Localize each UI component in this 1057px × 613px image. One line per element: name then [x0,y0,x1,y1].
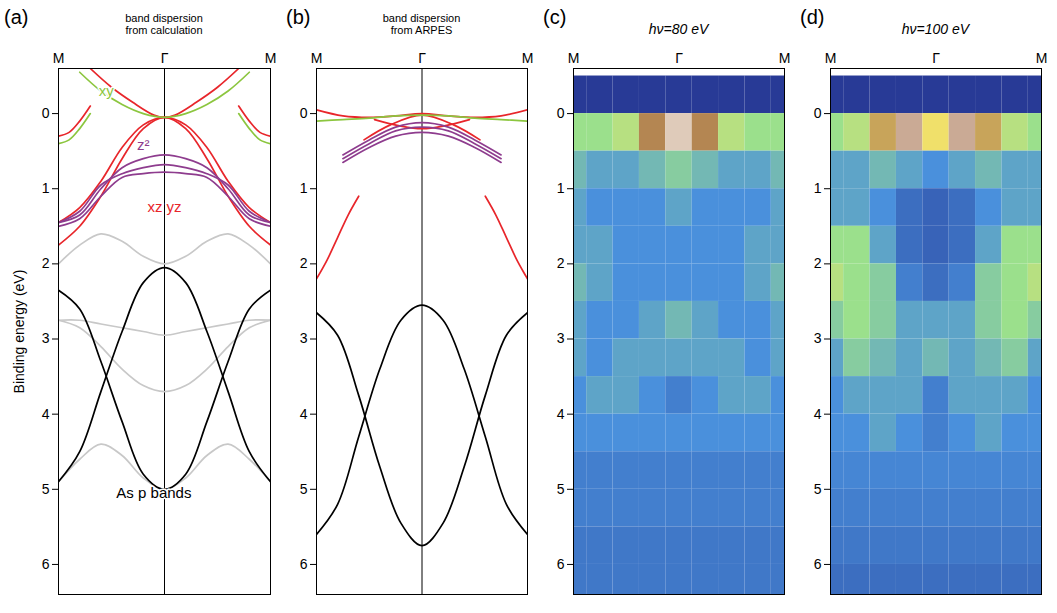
svg-text:M: M [568,50,580,66]
svg-text:M: M [825,50,837,66]
html-text:(b): (b) [286,6,311,28]
svg-text:2: 2 [557,255,565,271]
html-text:hν=80 eV: hν=80 eV [648,21,709,38]
svg-text:1: 1 [300,180,308,196]
html-text:band dispersion from calculati: band dispersion from calculation [125,12,203,37]
svg-text:2: 2 [42,255,50,271]
svg-text:3: 3 [42,330,50,346]
svg-text:4: 4 [42,406,50,422]
svg-text:As p bands: As p bands [116,484,191,501]
svg-text:1: 1 [814,180,822,196]
svg-text:Γ: Γ [161,50,169,66]
svg-text:3: 3 [557,330,565,346]
svg-text:3: 3 [814,330,822,346]
svg-text:4: 4 [300,406,308,422]
svg-text:xy: xy [99,82,115,99]
svg-text:M: M [311,50,323,66]
html-text:band dispersion from ARPES: band dispersion from ARPES [382,12,461,37]
svg-text:0: 0 [300,105,308,121]
svg-text:5: 5 [814,481,822,497]
svg-text:6: 6 [557,556,565,572]
svg-text:0: 0 [557,105,565,121]
svg-text:4: 4 [557,406,565,422]
svg-text:M: M [265,50,277,66]
html-text:hν=100 eV: hν=100 eV [901,21,970,38]
svg-text:1: 1 [42,180,50,196]
svg-text:5: 5 [42,481,50,497]
svg-text:M: M [522,50,534,66]
svg-text:M: M [1036,50,1048,66]
svg-text:5: 5 [300,481,308,497]
svg-text:6: 6 [300,556,308,572]
html-text:(d): (d) [800,6,825,28]
svg-text:0: 0 [814,105,822,121]
svg-text:0: 0 [42,105,50,121]
svg-text:Γ: Γ [932,50,940,66]
svg-text:Γ: Γ [675,50,683,66]
html-text:(a): (a) [4,6,29,28]
svg-text:xz yz: xz yz [147,198,181,215]
svg-text:Γ: Γ [418,50,426,66]
svg-text:3: 3 [300,330,308,346]
svg-text:6: 6 [814,556,822,572]
svg-text:6: 6 [42,556,50,572]
html-text:(c): (c) [543,6,567,28]
svg-text:M: M [53,50,65,66]
svg-text:1: 1 [557,180,565,196]
svg-text:2: 2 [300,255,308,271]
svg-text:2: 2 [814,255,822,271]
svg-text:5: 5 [557,481,565,497]
svg-text:M: M [779,50,791,66]
svg-text:z²: z² [137,136,150,153]
svg-text:4: 4 [814,406,822,422]
svg-text:Binding energy (eV): Binding energy (eV) [11,270,27,394]
